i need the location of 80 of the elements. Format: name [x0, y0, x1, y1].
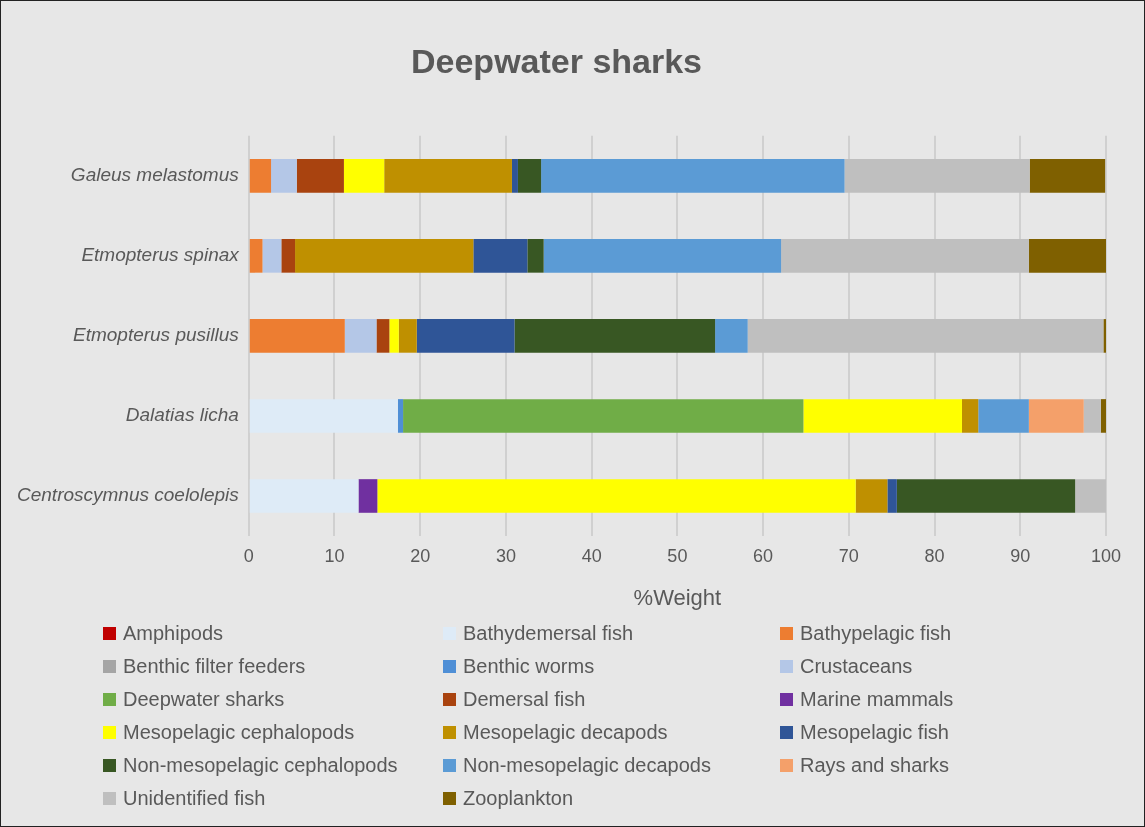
y-tick-label: Galeus melastomus [70, 164, 240, 186]
x-tick-label: 10 [324, 545, 345, 566]
bar [262, 239, 282, 273]
bar [358, 479, 378, 513]
bar [377, 479, 856, 513]
legend-label: Non-mesopelagic cephalopods [123, 754, 398, 777]
legend-label: Demersal fish [463, 688, 586, 711]
bar [1028, 239, 1106, 273]
x-tick-label: 90 [1010, 545, 1031, 566]
bar [249, 479, 359, 513]
legend-label: Mesopelagic cephalopods [123, 721, 355, 744]
bar [961, 399, 979, 433]
bar [296, 159, 344, 193]
legend-label: Benthic worms [463, 655, 595, 678]
x-tick-label: 70 [838, 545, 859, 566]
bar [249, 399, 398, 433]
legend-label: Deepwater sharks [123, 688, 285, 711]
x-tick-label: 40 [581, 545, 602, 566]
x-tick-label: 60 [753, 545, 774, 566]
legend-label: Amphipods [123, 622, 224, 645]
legend-label: Crustaceans [800, 655, 913, 678]
bar [1029, 159, 1106, 193]
legend-label: Bathypelagic fish [800, 622, 952, 645]
bar [514, 319, 716, 353]
bar [343, 159, 385, 193]
bar [271, 159, 297, 193]
bar [541, 159, 845, 193]
legend-label: Mesopelagic fish [800, 721, 949, 744]
legend-label: Benthic filter feeders [123, 655, 306, 678]
bar [543, 239, 782, 273]
bar [344, 319, 377, 353]
bar [1100, 399, 1106, 433]
bar [527, 239, 544, 273]
x-tick-label: 20 [410, 545, 431, 566]
bar [1083, 399, 1101, 433]
bar [517, 159, 542, 193]
legend-label: Unidentified fish [123, 787, 266, 810]
legend-label: Rays and sharks [800, 754, 949, 777]
bar [281, 239, 296, 273]
legend-label: Marine mammals [800, 688, 954, 711]
bar [511, 159, 518, 193]
legend-label: Non-mesopelagic decapods [463, 754, 711, 777]
y-tick-label: Centroscymnus coelolepis [17, 484, 240, 506]
x-tick-label: 0 [243, 545, 254, 566]
bar [1075, 479, 1106, 513]
x-tick-label: 100 [1090, 545, 1122, 566]
bar [844, 159, 1030, 193]
bar [715, 319, 748, 353]
bar [398, 319, 417, 353]
x-tick-label: 50 [667, 545, 688, 566]
bar [384, 159, 512, 193]
bar [978, 399, 1029, 433]
bar [403, 399, 804, 433]
y-tick-label: Etmopterus pusillus [72, 324, 240, 346]
bar [896, 479, 1076, 513]
bar [389, 319, 399, 353]
bar [376, 319, 390, 353]
bar [473, 239, 528, 273]
bar [855, 479, 888, 513]
y-tick-label: Etmopterus spinax [81, 244, 241, 266]
bar [887, 479, 897, 513]
bar [803, 399, 962, 433]
bar [397, 399, 404, 433]
x-axis-title: %Weight [633, 584, 722, 610]
legend-label: Bathydemersal fish [463, 622, 634, 645]
bar [249, 159, 272, 193]
bar [249, 239, 263, 273]
chart-title: Deepwater sharks [410, 41, 703, 80]
bar [249, 319, 345, 353]
bar [295, 239, 474, 273]
y-tick-label: Dalatias licha [125, 404, 239, 426]
x-tick-label: 30 [495, 545, 516, 566]
bar [1103, 319, 1106, 353]
bar [747, 319, 1104, 353]
legend-label: Mesopelagic decapods [463, 721, 668, 744]
bar [781, 239, 1029, 273]
x-tick-label: 80 [924, 545, 945, 566]
bar [416, 319, 515, 353]
bar [1028, 399, 1084, 433]
legend-label: Zooplankton [463, 787, 574, 810]
